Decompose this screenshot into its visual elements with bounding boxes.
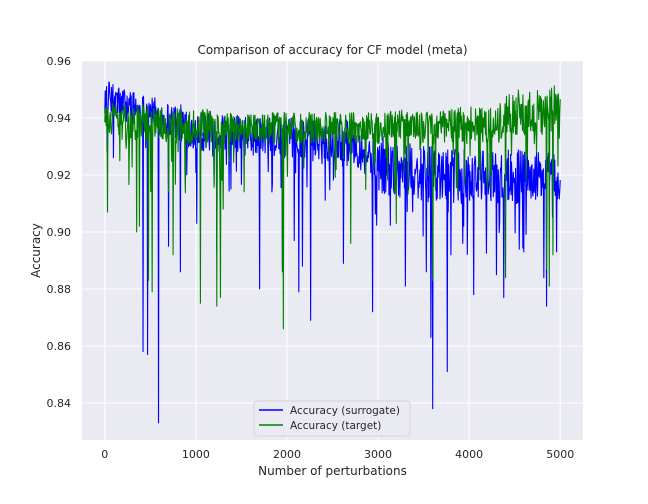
x-tick-label: 3000 — [364, 448, 392, 461]
y-tick-label: 0.92 — [47, 169, 72, 182]
x-tick-label: 5000 — [546, 448, 574, 461]
legend: Accuracy (surrogate) Accuracy (target) — [253, 400, 411, 437]
legend-box — [253, 400, 411, 437]
y-tick-label: 0.90 — [47, 226, 72, 239]
series-line-target — [104, 85, 561, 330]
x-tick-label: 2000 — [273, 448, 301, 461]
x-tick-label: 0 — [101, 448, 108, 461]
x-tick-label: 1000 — [182, 448, 210, 461]
chart-title: Comparison of accuracy for CF model (met… — [197, 43, 467, 57]
x-axis-ticks: 0 1000 2000 3000 4000 5000 — [101, 448, 574, 461]
legend-label-target: Accuracy (target) — [290, 420, 381, 432]
y-tick-label: 0.86 — [47, 340, 72, 353]
x-tick-label: 4000 — [455, 448, 483, 461]
y-tick-label: 0.84 — [47, 397, 72, 410]
y-tick-label: 0.96 — [47, 55, 72, 68]
legend-label-surrogate: Accuracy (surrogate) — [290, 405, 400, 417]
series-line-surrogate — [104, 81, 561, 424]
y-tick-label: 0.94 — [47, 112, 72, 125]
series-layer — [104, 81, 561, 424]
y-axis-label: Accuracy — [29, 223, 43, 278]
y-tick-label: 0.88 — [47, 283, 72, 296]
x-axis-label: Number of perturbations — [258, 464, 407, 478]
y-axis-ticks: 0.84 0.86 0.88 0.90 0.92 0.94 0.96 — [47, 55, 72, 410]
